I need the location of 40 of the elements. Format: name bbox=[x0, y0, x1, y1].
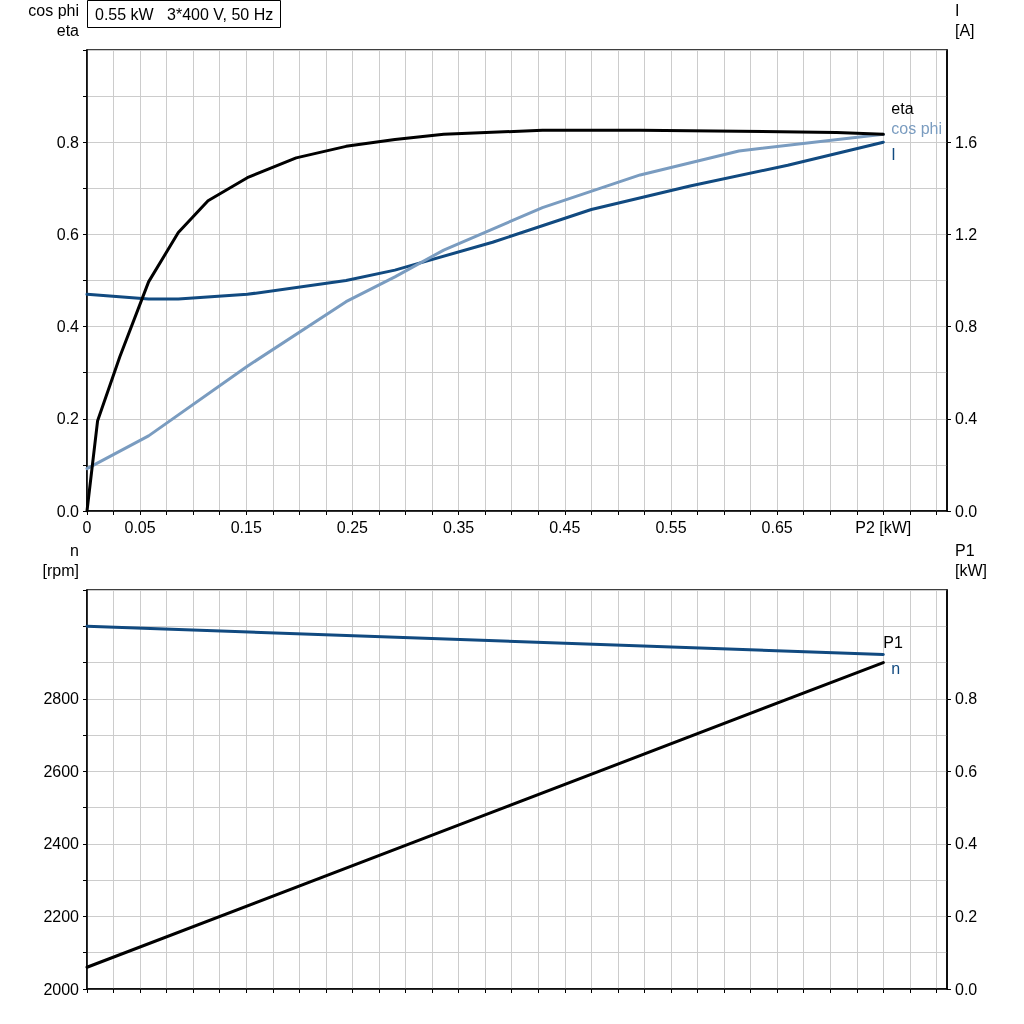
y2-tick-label: 0.6 bbox=[955, 762, 978, 780]
x-tick-label: 0.45 bbox=[549, 518, 581, 536]
y-tick-label: 2800 bbox=[43, 690, 80, 708]
chart-title: 0.55 kW 3*400 V, 50 Hz bbox=[95, 5, 274, 23]
y2-tick-label: 0.0 bbox=[955, 502, 978, 520]
x-tick-label: 0.65 bbox=[761, 518, 793, 536]
y-tick-label: 2600 bbox=[43, 762, 80, 780]
line-series bbox=[85, 140, 885, 301]
y2-axis-title: I [A] bbox=[955, 1, 975, 39]
y2-tick-label: 0.8 bbox=[955, 318, 978, 336]
y2-tick-label: 0.4 bbox=[955, 410, 978, 428]
x-tick-label: P2 [kW] bbox=[855, 518, 912, 536]
y2-tick-label: 0.2 bbox=[955, 907, 978, 925]
y2-tick-label: 0.4 bbox=[955, 835, 978, 853]
y-tick-label: 0.4 bbox=[56, 318, 80, 336]
y-tick-label: 2000 bbox=[43, 980, 80, 998]
x-tick-label: 0.15 bbox=[230, 518, 262, 536]
y-tick-label: 2200 bbox=[43, 907, 80, 925]
x-tick-label: 0 bbox=[82, 518, 92, 536]
series-label: eta bbox=[891, 99, 914, 117]
y-axis-title: cos phi eta bbox=[28, 1, 80, 39]
y-tick-label: 0.6 bbox=[56, 225, 80, 243]
series-label: n bbox=[891, 660, 901, 678]
x-tick-label: 0.35 bbox=[443, 518, 475, 536]
y2-tick-label: 0.0 bbox=[955, 980, 978, 998]
series-label: P1 bbox=[883, 634, 903, 652]
y-tick-label: 2400 bbox=[43, 835, 80, 853]
y2-axis-title: P1 [kW] bbox=[955, 541, 987, 579]
x-tick-label: 0.55 bbox=[655, 518, 687, 536]
y2-tick-label: 0.8 bbox=[955, 690, 978, 708]
y-axis-title: n [rpm] bbox=[42, 541, 79, 579]
x-tick-label: 0.25 bbox=[336, 518, 369, 536]
y-tick-label: 0.2 bbox=[56, 410, 80, 428]
series-label: cos phi bbox=[891, 119, 942, 137]
series-label: I bbox=[891, 145, 896, 163]
x-tick-label: 0.05 bbox=[124, 518, 156, 536]
y2-tick-label: 1.6 bbox=[955, 133, 978, 151]
y-tick-label: 0.0 bbox=[56, 502, 80, 520]
y-tick-label: 0.8 bbox=[56, 133, 80, 151]
y2-tick-label: 1.2 bbox=[955, 225, 978, 243]
